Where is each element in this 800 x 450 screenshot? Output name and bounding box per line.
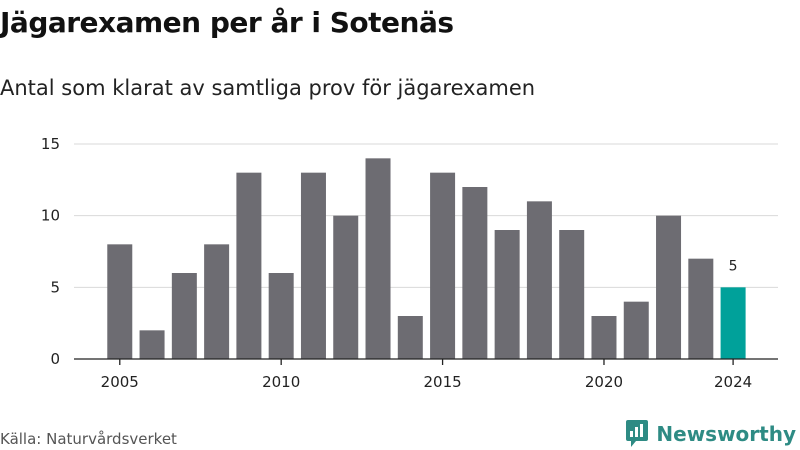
bar-2010 bbox=[268, 273, 294, 359]
bar-2022 bbox=[656, 215, 682, 359]
bar-2015 bbox=[430, 172, 456, 359]
chart-title: Jägarexamen per år i Sotenäs bbox=[0, 6, 454, 39]
bar-2016 bbox=[462, 187, 488, 359]
x-tick-label: 2020 bbox=[585, 373, 623, 391]
bar-2011 bbox=[300, 172, 326, 359]
x-tick-label: 2010 bbox=[262, 373, 300, 391]
bar-2023 bbox=[688, 258, 714, 359]
data-label-2024: 5 bbox=[729, 258, 738, 274]
y-tick-label: 5 bbox=[50, 278, 60, 296]
newsworthy-logo-icon bbox=[626, 420, 649, 447]
y-tick-label: 15 bbox=[41, 135, 60, 153]
x-tick-label: 2024 bbox=[714, 373, 752, 391]
y-tick-label: 0 bbox=[50, 350, 60, 368]
bar-2005 bbox=[107, 244, 133, 359]
bar-2018 bbox=[526, 201, 552, 359]
bar-2009 bbox=[236, 172, 262, 359]
source-note: Källa: Naturvårdsverket bbox=[0, 430, 177, 448]
bar-2014 bbox=[397, 316, 423, 359]
chart-subtitle: Antal som klarat av samtliga prov för jä… bbox=[0, 76, 536, 100]
brand-name: Newsworthy bbox=[656, 422, 796, 446]
y-tick-label: 10 bbox=[41, 207, 60, 225]
bar-2019 bbox=[559, 230, 585, 359]
bar-2017 bbox=[494, 230, 520, 359]
bar-2020 bbox=[591, 316, 617, 359]
x-tick-label: 2015 bbox=[423, 373, 461, 391]
brand-logo: Newsworthy bbox=[624, 419, 796, 449]
bar-2024 bbox=[720, 287, 746, 359]
bar-2008 bbox=[204, 244, 230, 359]
bar-2012 bbox=[333, 215, 359, 359]
bar-2006 bbox=[139, 330, 165, 359]
bar-2013 bbox=[365, 158, 391, 359]
bar-2007 bbox=[171, 273, 197, 359]
x-tick-label: 2005 bbox=[101, 373, 139, 391]
bar-chart: 0 5 10 15 2005 2010 2015 2020 2024 5 bbox=[41, 135, 778, 391]
bar-2021 bbox=[623, 301, 649, 359]
